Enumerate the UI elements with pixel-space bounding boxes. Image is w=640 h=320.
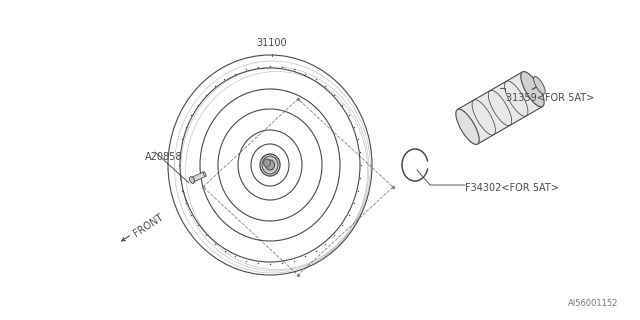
Polygon shape — [458, 72, 543, 144]
Ellipse shape — [266, 160, 275, 170]
Text: FRONT: FRONT — [132, 212, 166, 239]
Ellipse shape — [204, 172, 206, 176]
Ellipse shape — [521, 72, 544, 107]
Ellipse shape — [264, 159, 271, 167]
Ellipse shape — [262, 156, 278, 174]
Ellipse shape — [260, 154, 280, 176]
Text: F34302<FOR 5AT>: F34302<FOR 5AT> — [465, 183, 559, 193]
Text: 31100: 31100 — [257, 38, 287, 48]
Ellipse shape — [191, 178, 193, 182]
Text: 31359<FOR 5AT>: 31359<FOR 5AT> — [506, 93, 595, 103]
Ellipse shape — [456, 109, 479, 144]
Text: A20858: A20858 — [145, 152, 182, 162]
Polygon shape — [191, 172, 205, 182]
Ellipse shape — [189, 177, 195, 183]
Ellipse shape — [534, 76, 545, 94]
Text: AI56001152: AI56001152 — [568, 299, 618, 308]
